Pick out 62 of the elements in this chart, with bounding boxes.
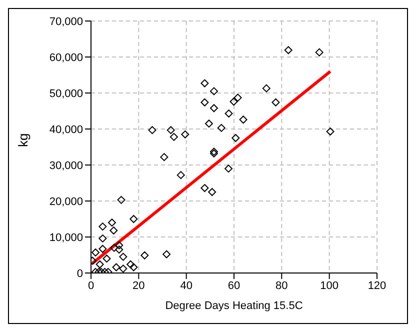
point [210, 104, 218, 112]
y-tick-label: 70,000 [49, 16, 83, 28]
point [108, 218, 116, 227]
point [210, 87, 218, 96]
x-tick-label: 20 [132, 280, 145, 292]
y-tick-label: 0 [76, 268, 83, 280]
point [102, 254, 111, 263]
point [162, 250, 171, 258]
point [200, 98, 209, 106]
point [284, 46, 292, 54]
point [217, 124, 226, 132]
point [96, 260, 104, 268]
point [110, 226, 118, 235]
point [315, 48, 324, 56]
point [170, 132, 178, 141]
point [115, 246, 124, 254]
point [98, 234, 107, 242]
point [272, 98, 280, 106]
y-tick-label: 10,000 [49, 232, 83, 244]
point [119, 264, 128, 273]
point [262, 84, 270, 92]
point [115, 241, 124, 250]
y-tick-label: 20,000 [49, 196, 83, 208]
point [126, 260, 135, 268]
point [110, 244, 118, 252]
point [200, 184, 209, 192]
y-tick-label: 40,000 [49, 124, 83, 136]
point [230, 98, 238, 106]
point [98, 244, 107, 253]
y-axis-title: kg [16, 133, 31, 147]
point [98, 222, 107, 231]
point [326, 128, 334, 136]
point [224, 110, 233, 118]
point [200, 79, 209, 88]
y-tick-label: 60,000 [49, 52, 83, 64]
x-tick-label: 60 [228, 280, 240, 292]
point [112, 263, 120, 272]
x-tick-label: 120 [368, 280, 386, 292]
point [234, 94, 242, 102]
x-tick-label: 100 [320, 280, 339, 292]
x-tick-label: 80 [276, 280, 288, 292]
point [92, 248, 100, 256]
point [148, 126, 156, 134]
point [176, 171, 185, 180]
point [204, 120, 213, 128]
point [166, 126, 175, 134]
point [239, 116, 248, 124]
point [224, 164, 233, 173]
x-tick-label: 40 [180, 280, 192, 292]
point [140, 251, 149, 260]
point [117, 196, 126, 204]
point [130, 215, 138, 223]
x-tick-label: 0 [88, 280, 94, 292]
point [232, 134, 240, 142]
point [119, 252, 128, 261]
x-axis-title: Degree Days Heating 15.5C [165, 300, 303, 312]
point [160, 153, 168, 162]
y-tick-label: 30,000 [49, 160, 83, 172]
point [208, 188, 216, 196]
y-tick-label: 50,000 [49, 88, 83, 100]
point [181, 130, 190, 138]
point [130, 263, 138, 272]
